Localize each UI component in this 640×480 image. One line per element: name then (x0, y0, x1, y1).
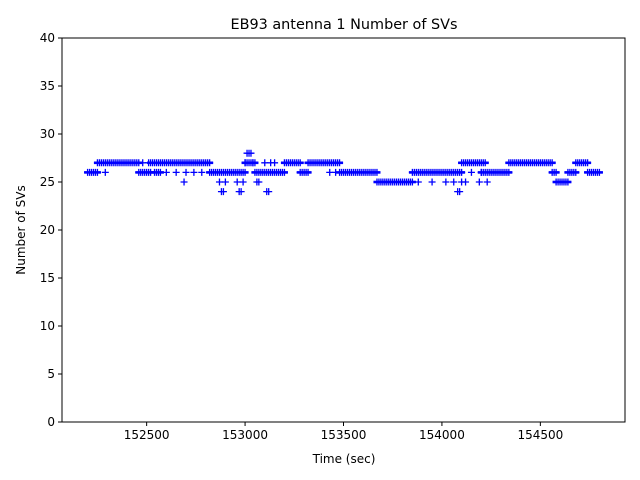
data-point-outlier-3 (162, 168, 170, 176)
data-point (564, 178, 572, 186)
data-point (336, 159, 344, 167)
data-point (458, 168, 466, 176)
data-point (156, 168, 164, 176)
data-point (548, 159, 556, 167)
data-point-outlier-9 (215, 178, 223, 186)
data-point-outlier-29 (326, 168, 334, 176)
data-point-outlier-26 (265, 188, 273, 196)
data-point-outlier-11 (219, 188, 227, 196)
data-point (280, 168, 288, 176)
data-point-outlier-31 (428, 178, 436, 186)
data-point-outlier-24 (261, 159, 269, 167)
data-point-outlier-30 (332, 168, 340, 176)
data-point-outlier-28 (271, 159, 279, 167)
data-point-outlier-8 (198, 168, 206, 176)
y-tick-label-5: 25 (40, 175, 55, 189)
data-point-outlier-0 (101, 168, 109, 176)
data-point (304, 168, 312, 176)
data-point-outlier-39 (475, 178, 483, 186)
data-point-outlier-16 (239, 178, 247, 186)
y-tick-label-2: 10 (40, 319, 55, 333)
y-tick-label-8: 40 (40, 31, 55, 45)
y-tick-label-0: 0 (47, 415, 55, 429)
data-point-outlier-37 (462, 178, 470, 186)
data-point (93, 168, 101, 176)
data-point-outlier-4 (172, 168, 180, 176)
data-point-outlier-35 (456, 188, 464, 196)
data-point-outlier-7 (190, 168, 198, 176)
data-point-outlier-17 (241, 159, 249, 167)
y-tick-label-6: 30 (40, 127, 55, 141)
data-point (552, 168, 560, 176)
x-axis: 152500 153000 153500 154000 154500 (124, 422, 563, 442)
data-point-outlier-32 (442, 178, 450, 186)
y-axis-label: Number of SVs (14, 185, 28, 274)
data-point-outlier-41 (483, 178, 491, 186)
x-tick-label-2: 153500 (321, 428, 367, 442)
data-point (595, 168, 603, 176)
data-point-outlier-40 (477, 168, 485, 176)
data-point-outlier-15 (237, 188, 245, 196)
data-point (206, 159, 214, 167)
x-tick-label-3: 154000 (419, 428, 465, 442)
data-point (584, 159, 592, 167)
y-tick-label-1: 5 (47, 367, 55, 381)
data-point (373, 168, 381, 176)
data-point (505, 168, 513, 176)
data-point-outlier-42 (414, 178, 422, 186)
data-point-outlier-23 (255, 178, 263, 186)
y-tick-label-4: 20 (40, 223, 55, 237)
data-point (481, 159, 489, 167)
x-axis-label: Time (sec) (312, 452, 376, 466)
data-point-outlier-20 (247, 149, 255, 157)
data-point-outlier-12 (221, 178, 229, 186)
x-tick-label-1: 153000 (222, 428, 268, 442)
data-point-outlier-6 (182, 168, 190, 176)
data-point (241, 168, 249, 176)
data-point-outlier-13 (233, 178, 241, 186)
y-tick-label-7: 35 (40, 79, 55, 93)
y-tick-label-3: 15 (40, 271, 55, 285)
chart-title: EB93 antenna 1 Number of SVs (231, 17, 458, 33)
data-point-outlier-38 (467, 168, 475, 176)
data-point-outlier-33 (450, 178, 458, 186)
x-tick-label-0: 152500 (124, 428, 170, 442)
data-point-outlier-21 (249, 159, 257, 167)
y-axis: 0 5 10 15 20 25 30 35 40 (40, 31, 62, 429)
data-point (572, 168, 580, 176)
data-marks (84, 149, 603, 196)
data-point (408, 178, 416, 186)
data-point-outlier-2 (145, 159, 153, 167)
x-tick-label-4: 154500 (517, 428, 563, 442)
data-point-outlier-5 (180, 178, 188, 186)
data-point (296, 159, 304, 167)
data-point-outlier-1 (139, 159, 147, 167)
